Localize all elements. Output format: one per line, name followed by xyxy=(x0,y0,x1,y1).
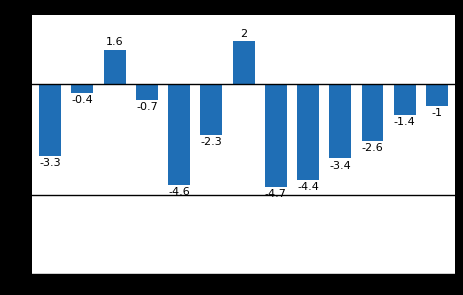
Text: -3.4: -3.4 xyxy=(329,161,350,171)
Text: -0.7: -0.7 xyxy=(136,102,157,112)
Text: -3.3: -3.3 xyxy=(39,158,61,168)
Text: -4.7: -4.7 xyxy=(264,189,286,199)
Text: -1: -1 xyxy=(431,108,442,118)
Bar xyxy=(361,84,382,141)
Bar xyxy=(393,84,415,115)
Bar xyxy=(136,84,157,100)
Bar xyxy=(168,84,190,185)
Bar xyxy=(296,84,319,180)
Bar xyxy=(425,84,447,106)
Bar xyxy=(39,84,61,156)
Text: 2: 2 xyxy=(239,29,247,39)
Bar xyxy=(329,84,350,158)
Text: 1.6: 1.6 xyxy=(106,37,123,47)
Text: -2.3: -2.3 xyxy=(200,137,222,147)
Text: -2.6: -2.6 xyxy=(361,143,382,153)
Text: -0.4: -0.4 xyxy=(71,95,93,105)
Bar xyxy=(264,84,286,187)
Bar xyxy=(232,41,254,84)
Bar xyxy=(200,84,222,135)
Bar xyxy=(104,50,125,84)
Bar xyxy=(71,84,93,93)
Text: -1.4: -1.4 xyxy=(393,117,415,127)
Text: -4.4: -4.4 xyxy=(296,182,319,192)
Text: -4.6: -4.6 xyxy=(168,187,190,197)
